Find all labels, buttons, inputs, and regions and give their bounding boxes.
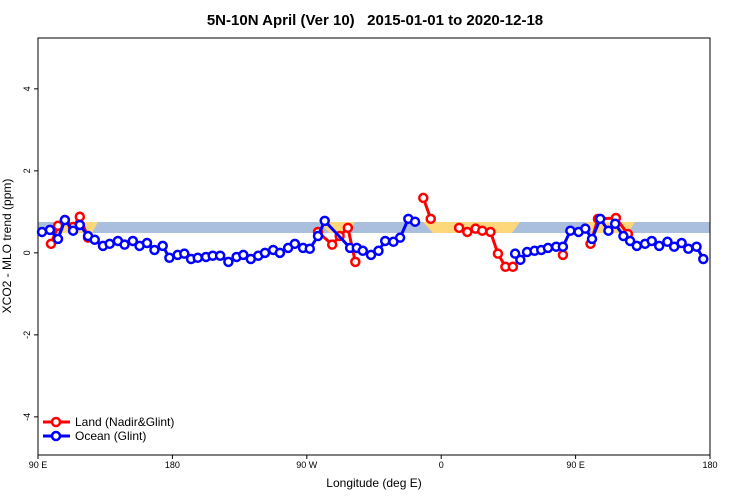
point xyxy=(698,253,709,265)
x-tick-label: 180 xyxy=(165,460,180,470)
point xyxy=(59,214,71,226)
point xyxy=(67,225,79,236)
point xyxy=(45,238,57,250)
point xyxy=(342,222,354,234)
point xyxy=(603,225,614,236)
x-tick-label: 90 W xyxy=(296,460,318,470)
point xyxy=(509,248,521,259)
point xyxy=(74,211,86,223)
point xyxy=(259,247,271,259)
point xyxy=(662,236,673,248)
point xyxy=(586,233,598,245)
x-tick-label: 180 xyxy=(702,460,717,470)
point xyxy=(580,223,591,234)
point xyxy=(192,252,204,264)
point xyxy=(646,235,658,247)
point xyxy=(557,249,569,261)
plot xyxy=(36,192,709,273)
point xyxy=(485,226,496,238)
point xyxy=(214,250,226,261)
point xyxy=(326,239,338,250)
point xyxy=(492,248,504,259)
point xyxy=(127,235,139,247)
point xyxy=(357,245,369,257)
point xyxy=(691,241,702,252)
point xyxy=(274,247,286,259)
point xyxy=(676,237,687,249)
point xyxy=(44,224,56,236)
legend-marker xyxy=(50,430,62,442)
point xyxy=(683,243,694,255)
point xyxy=(557,241,569,252)
point xyxy=(289,238,301,250)
point xyxy=(594,213,606,225)
legend-marker xyxy=(50,416,62,428)
legend-label: Ocean (Glint) xyxy=(75,429,146,443)
x-axis-label: Longitude (deg E) xyxy=(326,476,421,490)
point xyxy=(119,239,130,250)
point xyxy=(52,233,64,245)
point xyxy=(319,215,330,227)
point xyxy=(312,230,324,242)
point xyxy=(542,242,554,254)
point xyxy=(350,256,361,268)
point xyxy=(304,243,316,255)
point xyxy=(624,235,636,247)
point xyxy=(453,222,465,234)
y-tick-label: 4 xyxy=(22,86,32,91)
y-axis-label: XCO2 - MLO trend (ppm) xyxy=(0,179,14,314)
point xyxy=(141,237,153,249)
point xyxy=(104,238,115,250)
x-tick-label: 90 E xyxy=(566,460,585,470)
background-band xyxy=(38,222,710,233)
point xyxy=(618,230,629,242)
point xyxy=(507,261,519,273)
point xyxy=(394,232,406,243)
point xyxy=(418,192,429,204)
point xyxy=(515,254,526,266)
x-tick-label: 90 E xyxy=(29,460,48,470)
point xyxy=(164,252,175,264)
point xyxy=(373,245,384,257)
plot-frame xyxy=(37,37,711,456)
legend-label: Land (Nadir&Glint) xyxy=(75,415,174,429)
point xyxy=(89,234,100,245)
x-tick-label: 0 xyxy=(439,460,444,470)
chart-title: 5N-10N April (Ver 10) 2015-01-01 to 2020… xyxy=(207,12,543,29)
y-tick-label: 0 xyxy=(22,250,32,255)
point xyxy=(179,248,190,259)
point xyxy=(425,213,436,225)
point xyxy=(609,218,621,229)
point xyxy=(74,219,86,231)
point xyxy=(223,256,234,268)
point xyxy=(653,240,665,252)
point xyxy=(149,244,160,256)
point xyxy=(631,240,643,252)
y-tick-label: -2 xyxy=(22,331,32,339)
point xyxy=(462,226,473,238)
point xyxy=(238,249,249,261)
y-tick-label: -4 xyxy=(22,413,32,421)
point xyxy=(477,225,488,236)
y-tick-label: 2 xyxy=(22,168,32,173)
point xyxy=(409,216,421,227)
point xyxy=(365,249,377,261)
point xyxy=(157,240,168,252)
point xyxy=(565,225,576,236)
point xyxy=(379,235,391,247)
